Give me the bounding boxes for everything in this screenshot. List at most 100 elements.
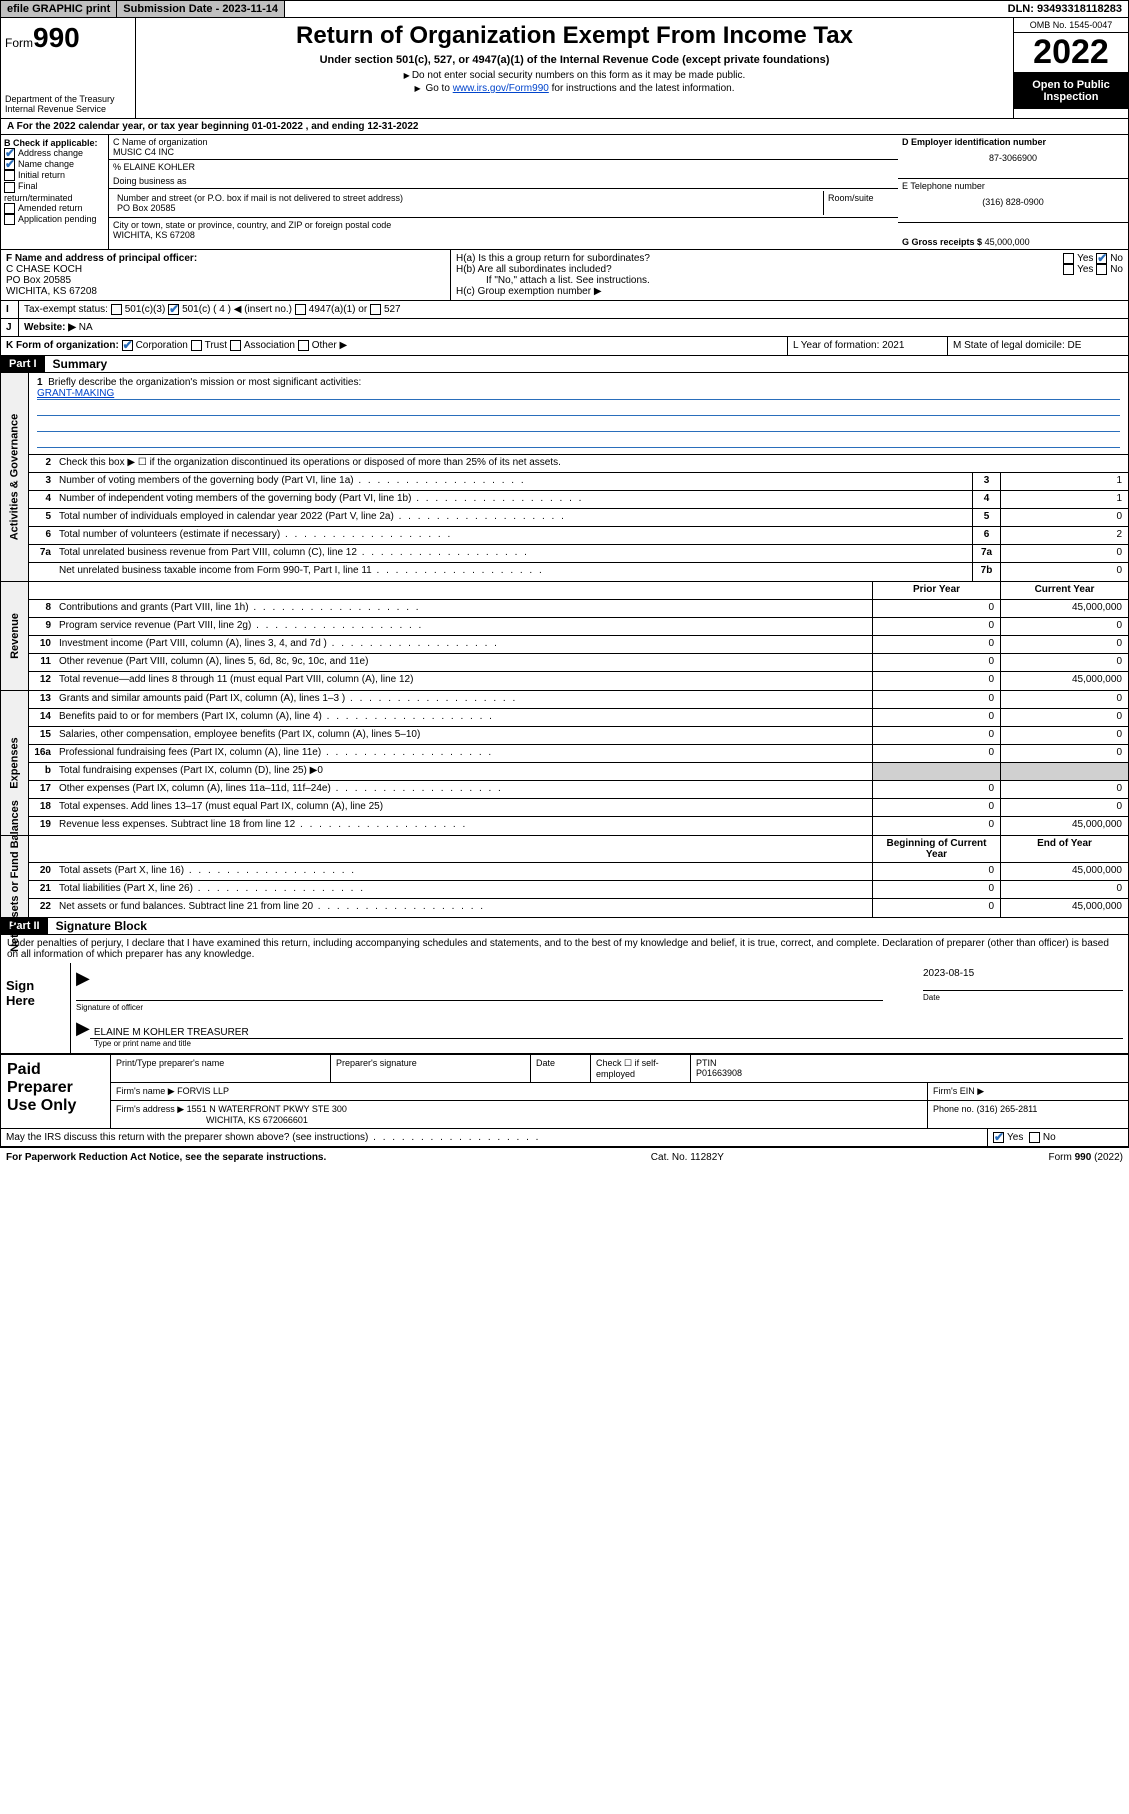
c15: 0: [1000, 727, 1128, 744]
n19: 19: [29, 817, 55, 835]
b3: 3: [972, 473, 1000, 490]
c18: 0: [1000, 799, 1128, 816]
c8: 45,000,000: [1000, 600, 1128, 617]
chk-other[interactable]: [298, 340, 309, 351]
org-name: MUSIC C4 INC: [113, 147, 894, 157]
p21: 0: [872, 881, 1000, 898]
c16b: [1000, 763, 1128, 780]
chk-corp[interactable]: [122, 340, 133, 351]
efile-btn[interactable]: efile GRAPHIC print: [1, 1, 117, 17]
hdr-beg: Beginning of Current Year: [872, 836, 1000, 862]
v4: 1: [1000, 491, 1128, 508]
row-a-period: A For the 2022 calendar year, or tax yea…: [0, 119, 1129, 135]
chk-final-return[interactable]: [4, 182, 15, 193]
n13: 13: [29, 691, 55, 708]
c11: 0: [1000, 654, 1128, 671]
hdr-end: End of Year: [1000, 836, 1128, 862]
ha-yes[interactable]: [1063, 253, 1074, 264]
paid-preparer-block: Paid Preparer Use Only Print/Type prepar…: [0, 1055, 1129, 1129]
chk-assoc[interactable]: [230, 340, 241, 351]
vtab-revenue: Revenue: [1, 582, 29, 690]
chk-initial-return[interactable]: [4, 170, 15, 181]
d5: Total number of individuals employed in …: [55, 509, 972, 526]
c20: 45,000,000: [1000, 863, 1128, 880]
ha-no[interactable]: [1096, 253, 1107, 264]
chk-527[interactable]: [370, 304, 381, 315]
cat-no: Cat. No. 11282Y: [651, 1152, 724, 1163]
j-lbl: Website: ▶: [24, 322, 76, 333]
no-lbl2: No: [1110, 264, 1123, 275]
irs-link[interactable]: www.irs.gov/Form990: [453, 83, 549, 94]
firm-name: FORVIS LLP: [177, 1086, 229, 1096]
d13: Grants and similar amounts paid (Part IX…: [55, 691, 872, 708]
sign-here-block: Sign Here ▶ Signature of officer 2023-08…: [1, 963, 1128, 1054]
declaration: Under penalties of perjury, I declare th…: [0, 935, 1129, 963]
tax-year: 2022: [1014, 33, 1128, 73]
gross-receipts: 45,000,000: [985, 237, 1030, 247]
street-address: PO Box 20585: [117, 203, 819, 213]
n16a: 16a: [29, 745, 55, 762]
paid-title: Paid Preparer Use Only: [1, 1055, 111, 1128]
chk-app-pending[interactable]: [4, 214, 15, 225]
prep-self-emp: Check ☐ if self-employed: [591, 1055, 691, 1082]
chk-amended[interactable]: [4, 203, 15, 214]
p12: 0: [872, 672, 1000, 690]
sec-revenue: Revenue Prior YearCurrent Year 8Contribu…: [0, 582, 1129, 691]
c9: 0: [1000, 618, 1128, 635]
q1: Briefly describe the organization's miss…: [48, 377, 361, 388]
addr-lbl: Number and street (or P.O. box if mail i…: [117, 193, 819, 203]
no-lbl: No: [1110, 253, 1123, 264]
d15: Salaries, other compensation, employee b…: [55, 727, 872, 744]
p16a: 0: [872, 745, 1000, 762]
discuss-q: May the IRS discuss this return with the…: [1, 1129, 988, 1146]
phone-lbl: Phone no.: [933, 1104, 974, 1114]
p18: 0: [872, 799, 1000, 816]
n7b: [29, 563, 55, 581]
discuss-yes[interactable]: [993, 1132, 1004, 1143]
n12: 12: [29, 672, 55, 690]
website: NA: [79, 322, 93, 333]
o-501c3: 501(c)(3): [125, 304, 166, 315]
chk-trust[interactable]: [191, 340, 202, 351]
n17: 17: [29, 781, 55, 798]
chk-name-change[interactable]: [4, 159, 15, 170]
v3: 1: [1000, 473, 1128, 490]
ssn-note: Do not enter social security numbers on …: [140, 70, 1009, 81]
city-lbl: City or town, state or province, country…: [113, 220, 894, 230]
care-of: % ELAINE KOHLER: [113, 162, 894, 172]
p19: 0: [872, 817, 1000, 835]
goto-post: for instructions and the latest informat…: [549, 83, 735, 94]
p11: 0: [872, 654, 1000, 671]
part2-title: Signature Block: [48, 919, 147, 933]
officer-name: C CHASE KOCH: [6, 264, 445, 275]
n8: 8: [29, 600, 55, 617]
d11: Other revenue (Part VIII, column (A), li…: [55, 654, 872, 671]
hb-no[interactable]: [1096, 264, 1107, 275]
firm-addr2: WICHITA, KS 672066601: [206, 1115, 308, 1125]
n9: 9: [29, 618, 55, 635]
hb-yes[interactable]: [1063, 264, 1074, 275]
d10: Investment income (Part VIII, column (A)…: [55, 636, 872, 653]
topbar: efile GRAPHIC print Submission Date - 20…: [0, 0, 1129, 18]
chk-501c3[interactable]: [111, 304, 122, 315]
p8: 0: [872, 600, 1000, 617]
goto-pre: Go to: [425, 83, 452, 94]
form-header: Form990 Department of the Treasury Inter…: [0, 18, 1129, 119]
chk-501c[interactable]: [168, 304, 179, 315]
chk-4947[interactable]: [295, 304, 306, 315]
discuss-no[interactable]: [1029, 1132, 1040, 1143]
goto-note: Go to www.irs.gov/Form990 for instructio…: [140, 83, 1009, 94]
b5: 5: [972, 509, 1000, 526]
v7a: 0: [1000, 545, 1128, 562]
firm-addr1: 1551 N WATERFRONT PKWY STE 300: [187, 1104, 347, 1114]
part1-title: Summary: [45, 357, 108, 371]
d9: Program service revenue (Part VIII, line…: [55, 618, 872, 635]
block-fh: F Name and address of principal officer:…: [0, 250, 1129, 301]
name-lbl: Type or print name and title: [94, 1039, 1123, 1048]
p10: 0: [872, 636, 1000, 653]
d16b: Total fundraising expenses (Part IX, col…: [55, 763, 872, 780]
k-lbl: K Form of organization:: [6, 341, 119, 352]
d4: Number of independent voting members of …: [55, 491, 972, 508]
n18: 18: [29, 799, 55, 816]
n21: 21: [29, 881, 55, 898]
